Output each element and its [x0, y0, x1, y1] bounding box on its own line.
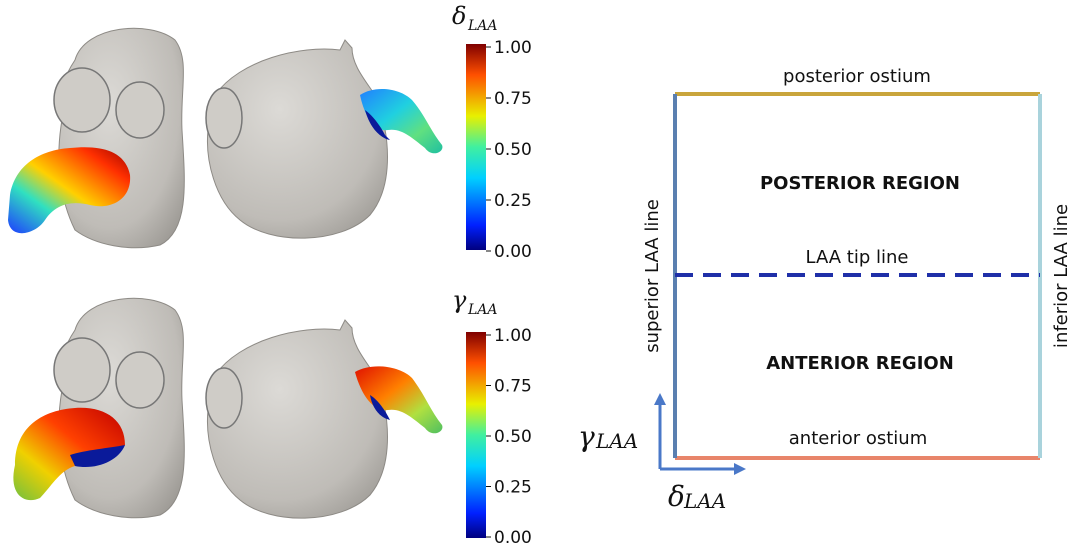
schematic-panel: posterior ostium anterior ostium LAA tip… [560, 0, 1076, 552]
colorbar-delta-ticks: 1.00 0.75 0.50 0.25 0.00 [486, 38, 532, 262]
inferior-line-label: inferior LAA line [1051, 204, 1072, 348]
tip-line-label: LAA tip line [806, 247, 909, 268]
colorbar-delta-scale [466, 44, 486, 250]
render-svg: δ LAA 1.00 0.75 0.50 0.25 0.00 γ LAA 1.00 0.7… [8, 2, 532, 548]
superior-line-label: superior LAA line [642, 199, 663, 353]
atrium-front-top [8, 27, 185, 249]
delta-axis-symbol: δ [668, 480, 685, 513]
colorbar-gamma-ticks: 1.00 0.75 0.50 0.25 0.00 [486, 326, 532, 548]
colorbar-delta-symbol: δ [452, 2, 466, 30]
gamma-axis-subscript: LAA [595, 429, 638, 453]
gamma-axis-arrow [654, 393, 666, 469]
colorbar-tick-label: 0.75 [494, 377, 532, 397]
delta-axis-arrow [660, 463, 746, 475]
schematic-svg: posterior ostium anterior ostium LAA tip… [578, 66, 1072, 513]
colorbar-tick-label: 0.75 [494, 89, 532, 109]
delta-axis-subscript: LAA [683, 489, 726, 513]
anterior-ostium-label: anterior ostium [789, 428, 928, 449]
atrium-front-bottom [13, 297, 185, 519]
colorbar-tick-label: 0.00 [494, 242, 532, 262]
colorbar-tick-label: 0.00 [494, 528, 532, 548]
colorbar-gamma-symbol: γ [452, 286, 467, 314]
anterior-region-label: ANTERIOR REGION [766, 353, 954, 374]
colorbar-tick-label: 0.50 [494, 140, 532, 160]
colorbar-tick-label: 1.00 [494, 38, 532, 58]
colorbar-gamma-subscript: LAA [467, 302, 498, 318]
gamma-axis-symbol: γ [578, 420, 595, 453]
posterior-region-label: POSTERIOR REGION [760, 173, 960, 194]
colorbar-tick-label: 0.50 [494, 427, 532, 447]
colorbar-delta-subscript: LAA [467, 18, 498, 34]
colorbar-gamma: γ LAA 1.00 0.75 0.50 0.25 0.00 [452, 286, 532, 548]
atrium-side-bottom [205, 319, 443, 519]
colorbar-tick-label: 1.00 [494, 326, 532, 346]
colorbar-tick-label: 0.25 [494, 191, 532, 211]
atrium-side-top [205, 39, 443, 239]
colorbar-delta: δ LAA 1.00 0.75 0.50 0.25 0.00 [452, 2, 532, 262]
render-panel: δ LAA 1.00 0.75 0.50 0.25 0.00 γ LAA 1.00 0.7… [8, 2, 532, 548]
colorbar-gamma-scale [466, 332, 486, 538]
colorbar-tick-label: 0.25 [494, 478, 532, 498]
posterior-ostium-label: posterior ostium [783, 66, 931, 87]
